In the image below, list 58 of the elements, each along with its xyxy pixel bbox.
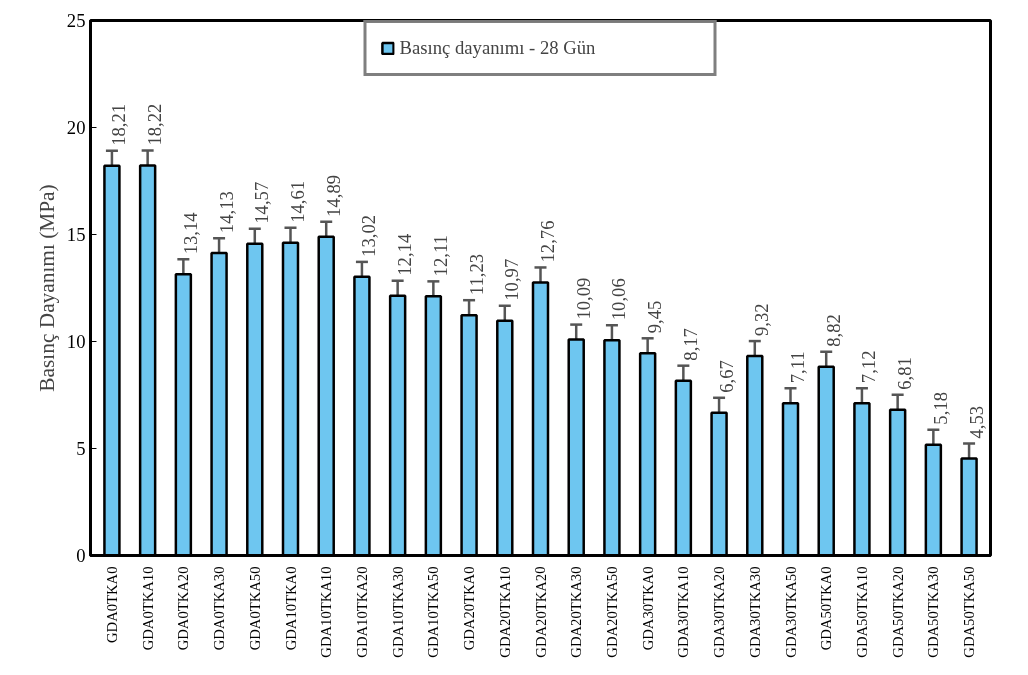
x-tick-label: GDA50TKA20 (889, 566, 906, 658)
x-tick-label: GDA50TKA30 (925, 566, 942, 658)
data-label: 8,17 (679, 328, 701, 361)
data-label: 7,12 (858, 350, 880, 384)
x-tick-label: GDA0TKA50 (246, 566, 263, 651)
y-tick-label: 10 (66, 331, 86, 352)
x-tick-label: GDA0TKA30 (211, 566, 228, 651)
data-label: 12,14 (394, 233, 416, 276)
data-label: 4,53 (965, 405, 987, 439)
y-tick-label: 25 (66, 10, 86, 31)
x-tick-label: GDA50TKA0 (818, 566, 835, 651)
x-tick-label: GDA10TKA0 (282, 566, 299, 651)
x-tick-label: GDA0TKA20 (175, 566, 192, 651)
x-tick-label: GDA0TKA10 (139, 566, 156, 651)
x-tick-label: GDA30TKA50 (782, 566, 799, 658)
data-label: 14,89 (322, 174, 344, 217)
x-tick-label: GDA20TKA20 (532, 566, 549, 658)
data-label: 14,13 (215, 191, 237, 234)
x-tick-label: GDA10TKA20 (353, 566, 370, 658)
x-tick-label: GDA0TKA0 (103, 566, 120, 644)
y-tick-label: 20 (66, 117, 86, 138)
y-tick-label: 0 (76, 545, 86, 566)
x-tick-label: GDA10TKA30 (389, 566, 406, 658)
y-tick-label: 15 (66, 224, 86, 245)
x-tick-label: GDA20TKA30 (568, 566, 585, 658)
data-label: 7,11 (787, 351, 808, 384)
x-tick-label: GDA10TKA10 (318, 566, 335, 658)
data-label: 11,23 (465, 253, 487, 296)
data-label: 13,14 (179, 211, 201, 255)
y-axis-title: Basınç Dayanımı (MPa) (34, 184, 59, 392)
x-tick-label: GDA30TKA20 (711, 566, 728, 658)
data-label: 6,81 (894, 357, 916, 390)
x-tick-label: GDA50TKA50 (961, 566, 978, 658)
data-label: 18,22 (144, 103, 166, 146)
data-label: 8,82 (822, 314, 844, 347)
data-label: 18,21 (108, 103, 130, 146)
legend-label: Basınç dayanımı - 28 Gün (399, 37, 597, 59)
data-label: 6,67 (715, 360, 737, 393)
data-label: 14,57 (251, 181, 273, 224)
x-tick-label: GDA10TKA50 (425, 566, 442, 658)
data-label: 14,61 (287, 180, 308, 223)
x-tick-label: GDA20TKA10 (496, 566, 513, 658)
x-tick-label: GDA50TKA10 (853, 566, 870, 658)
data-label: 10,09 (572, 277, 594, 320)
x-tick-label: GDA20TKA50 (603, 566, 620, 658)
x-tick-label: GDA30TKA30 (746, 566, 763, 658)
data-label: 10,06 (608, 278, 630, 321)
x-tick-label: GDA30TKA0 (639, 566, 656, 651)
data-label: 12,11 (429, 235, 451, 277)
data-label: 12,76 (537, 220, 558, 263)
x-tick-label: GDA20TKA0 (461, 566, 478, 651)
x-tick-label: GDA30TKA10 (675, 566, 692, 658)
data-label: 5,18 (929, 392, 951, 425)
y-tick-label: 5 (76, 438, 86, 459)
data-label: 9,45 (644, 300, 666, 334)
data-label: 10,97 (501, 258, 523, 301)
data-label: 9,32 (751, 303, 773, 337)
data-label: 13,02 (358, 214, 380, 257)
